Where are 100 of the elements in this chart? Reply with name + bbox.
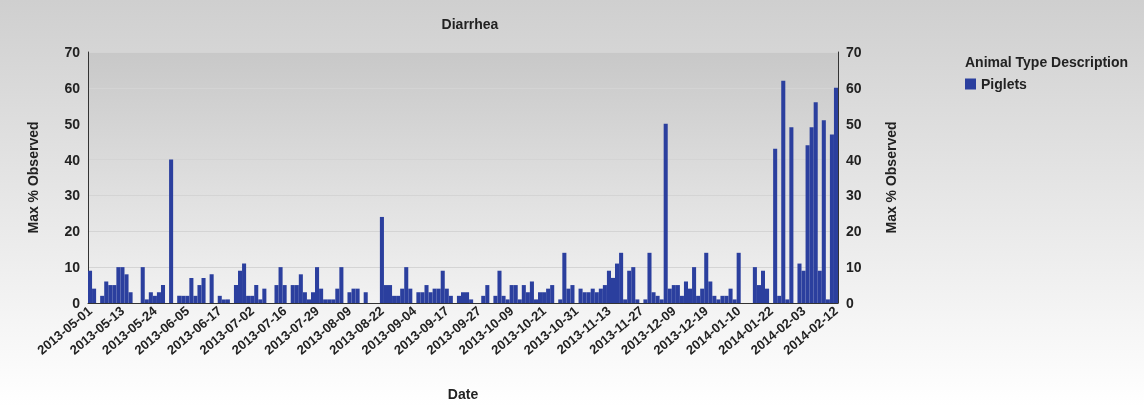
bar <box>152 295 157 303</box>
y-tick-label: 0 <box>72 295 81 311</box>
bar <box>631 267 636 303</box>
bar <box>578 288 583 303</box>
y-axis-title: Max % Observed <box>25 121 41 234</box>
bar <box>586 292 591 303</box>
bar <box>594 292 599 303</box>
bar <box>562 252 567 303</box>
legend-title: Animal Type Description <box>965 54 1129 70</box>
bar <box>773 148 778 303</box>
bar <box>781 80 786 303</box>
bar <box>720 295 725 303</box>
bar <box>716 299 721 303</box>
bar <box>351 288 356 303</box>
y-tick-label: 70 <box>64 44 81 60</box>
bar <box>104 281 109 303</box>
bar <box>833 87 838 303</box>
bar <box>513 285 518 303</box>
bar <box>789 127 794 303</box>
bar <box>521 285 526 303</box>
bar <box>209 274 214 303</box>
y-tick-label: 40 <box>64 151 81 168</box>
bar <box>590 288 595 303</box>
bar <box>278 267 283 303</box>
bar <box>432 288 437 303</box>
bar <box>189 277 194 303</box>
y2-axis-title: Max % Observed <box>883 121 899 234</box>
bar <box>298 274 303 303</box>
bar <box>485 285 490 303</box>
y2-tick-label: 70 <box>846 44 862 60</box>
bar <box>108 285 113 303</box>
bar <box>529 281 534 303</box>
bar <box>140 267 145 303</box>
y2-tick-label: 0 <box>846 295 854 311</box>
chart-title: Diarrhea <box>441 16 499 32</box>
y2-tick-label: 50 <box>846 115 862 132</box>
bar <box>570 285 575 303</box>
bar <box>663 123 668 303</box>
y2-tick-label: 10 <box>846 259 862 276</box>
bar <box>542 292 547 303</box>
bar <box>546 288 551 303</box>
bar <box>598 288 603 303</box>
bar <box>465 292 470 303</box>
bar <box>692 267 697 303</box>
bar <box>813 102 818 303</box>
bar <box>379 216 384 303</box>
bar <box>225 299 230 303</box>
bar <box>647 252 652 303</box>
bar <box>655 295 660 303</box>
y-tick-label: 50 <box>64 115 81 132</box>
bar <box>120 267 125 303</box>
bar <box>388 285 393 303</box>
bar <box>363 292 368 303</box>
bar <box>181 295 186 303</box>
y2-tick-label: 20 <box>846 223 862 240</box>
bar <box>416 292 421 303</box>
bar <box>347 292 352 303</box>
bar <box>509 285 514 303</box>
bar <box>217 295 222 303</box>
bar <box>582 292 587 303</box>
bar <box>550 285 555 303</box>
bar <box>424 285 429 303</box>
y-tick-label: 30 <box>64 187 81 204</box>
bar <box>627 270 632 303</box>
bar <box>116 267 121 303</box>
bar <box>242 263 247 303</box>
bar <box>404 267 409 303</box>
bar <box>456 295 461 303</box>
bar <box>440 270 445 303</box>
bar <box>221 299 226 303</box>
bar <box>315 267 320 303</box>
bar <box>355 288 360 303</box>
bar <box>201 277 206 303</box>
bar <box>728 288 733 303</box>
bar <box>339 267 344 303</box>
y2-tick-label: 30 <box>846 187 862 204</box>
bar <box>797 263 802 303</box>
y-tick-label: 20 <box>64 223 81 240</box>
bar <box>497 270 502 303</box>
bar <box>683 281 688 303</box>
bar <box>148 292 153 303</box>
y-tick-label: 60 <box>64 79 81 96</box>
legend-label: Piglets <box>981 76 1028 92</box>
bar <box>671 285 676 303</box>
bar <box>177 295 182 303</box>
bar <box>254 285 259 303</box>
bar <box>460 292 466 303</box>
bar <box>704 252 709 303</box>
bar <box>821 120 826 303</box>
bar <box>88 270 93 303</box>
bar <box>327 299 332 303</box>
bar <box>290 285 295 303</box>
bar <box>760 270 766 303</box>
bar <box>736 252 741 303</box>
y-tick-label: 10 <box>64 259 81 276</box>
y2-tick-label: 40 <box>846 151 862 168</box>
bar <box>752 267 757 303</box>
bar <box>262 288 267 303</box>
bar <box>619 252 624 303</box>
bar <box>160 285 166 303</box>
